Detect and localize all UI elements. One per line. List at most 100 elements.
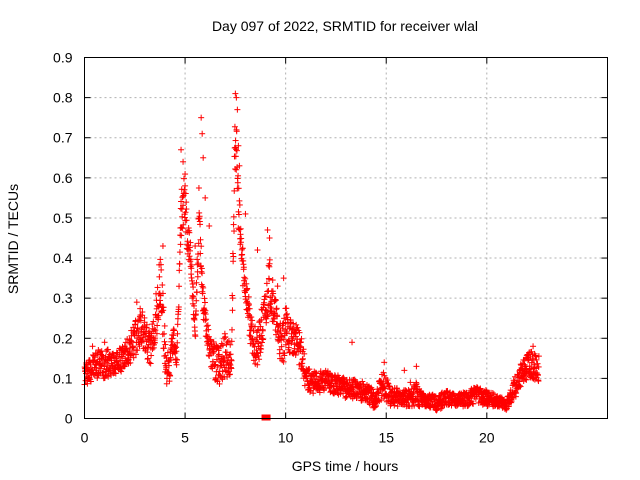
data-point: [193, 279, 200, 286]
data-point: [249, 317, 256, 324]
data-point: [179, 225, 186, 232]
data-point: [534, 360, 541, 367]
data-point: [269, 277, 276, 284]
data-point: [332, 373, 339, 380]
data-point: [155, 312, 162, 319]
data-point: [241, 274, 248, 281]
data-point: [372, 402, 379, 409]
data-point: [234, 106, 241, 113]
data-point: [154, 322, 161, 329]
data-point: [280, 336, 287, 343]
data-point: [232, 153, 239, 160]
data-point: [211, 362, 218, 369]
y-tick-label: 0.1: [53, 370, 73, 386]
data-point: [233, 128, 240, 135]
data-point: [257, 349, 264, 356]
data-point: [236, 201, 243, 208]
data-point: [104, 346, 111, 353]
data-point: [194, 273, 201, 280]
data-point: [152, 327, 159, 334]
x-tick-label: 10: [278, 430, 294, 446]
data-point: [232, 137, 239, 144]
data-point: [129, 350, 136, 357]
data-point: [205, 333, 212, 340]
data-point-zero: [261, 414, 268, 421]
data-point: [205, 326, 212, 333]
data-point: [294, 324, 301, 331]
data-point: [216, 380, 223, 387]
data-point: [236, 162, 243, 169]
data-point: [193, 289, 200, 296]
data-point: [103, 372, 110, 379]
data-point: [160, 345, 167, 352]
data-point: [278, 333, 285, 340]
data-point: [369, 386, 376, 393]
data-point: [342, 394, 349, 401]
data-point: [111, 369, 118, 376]
data-point: [270, 290, 277, 297]
data-point: [151, 326, 158, 333]
data-point: [299, 355, 306, 362]
data-point: [213, 356, 220, 363]
data-point: [144, 349, 151, 356]
data-point: [190, 293, 197, 300]
data-point: [256, 318, 263, 325]
data-point: [381, 359, 388, 366]
data-point: [176, 249, 183, 256]
data-point: [413, 380, 420, 387]
data-point: [138, 339, 145, 346]
data-point: [214, 344, 221, 351]
data-point: [231, 123, 238, 130]
data-point: [432, 393, 439, 400]
data-point: [189, 292, 196, 299]
data-point: [163, 380, 170, 387]
data-point: [168, 342, 175, 349]
data-point: [206, 353, 213, 360]
data-point: [232, 90, 239, 97]
y-tick-label: 0.8: [53, 90, 73, 106]
y-tick-label: 0.4: [53, 250, 73, 266]
data-point: [209, 365, 216, 372]
data-point: [191, 302, 198, 309]
data-point: [182, 209, 189, 216]
data-point: [296, 329, 303, 336]
data-point: [532, 353, 539, 360]
data-point: [184, 238, 191, 245]
data-point: [523, 376, 530, 383]
x-axis-label: GPS time / hours: [292, 458, 399, 474]
data-point: [255, 352, 262, 359]
data-point: [121, 363, 128, 370]
data-point: [290, 320, 297, 327]
data-point: [266, 235, 273, 241]
data-point: [257, 323, 264, 330]
data-point: [300, 346, 307, 353]
data-point: [259, 327, 266, 334]
data-point: [281, 350, 288, 357]
data-point: [230, 221, 237, 228]
data-point: [130, 354, 137, 361]
data-point: [238, 235, 245, 242]
data-point: [202, 311, 209, 318]
axis-ticks: 0 0.1 0.2 0.3 0.4 0.5 0.6 0.7 0.8 0.9 0 5 10 15 20: [53, 50, 608, 446]
data-point: [258, 332, 265, 339]
data-point: [535, 378, 542, 385]
data-point: [195, 185, 202, 192]
data-point: [183, 206, 190, 213]
data-point: [243, 280, 250, 287]
data-point: [230, 253, 237, 260]
data-point: [227, 351, 234, 358]
data-point: [276, 346, 283, 353]
data-point: [239, 251, 246, 258]
data-point: [136, 317, 143, 324]
data-point: [137, 305, 144, 312]
data-point: [254, 327, 261, 334]
data-point: [159, 290, 166, 297]
data-point: [235, 185, 242, 192]
data-point: [159, 282, 166, 289]
data-point: [410, 389, 417, 396]
data-point: [274, 313, 281, 320]
data-point: [216, 351, 223, 358]
data-point: [174, 356, 181, 363]
data-point: [180, 158, 187, 165]
data-point: [413, 363, 420, 370]
